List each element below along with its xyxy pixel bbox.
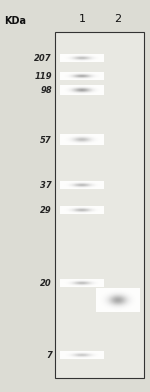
Text: 7: 7 bbox=[46, 350, 52, 359]
Text: 207: 207 bbox=[34, 53, 52, 62]
Text: 119: 119 bbox=[34, 71, 52, 80]
Text: 29: 29 bbox=[40, 205, 52, 214]
Bar bbox=[55, 32, 144, 378]
Text: KDa: KDa bbox=[4, 16, 26, 26]
Text: 20: 20 bbox=[40, 278, 52, 287]
Text: 37: 37 bbox=[40, 180, 52, 189]
Text: 57: 57 bbox=[40, 136, 52, 145]
Text: 98: 98 bbox=[40, 85, 52, 94]
Text: 2: 2 bbox=[114, 14, 122, 24]
Text: 1: 1 bbox=[78, 14, 86, 24]
